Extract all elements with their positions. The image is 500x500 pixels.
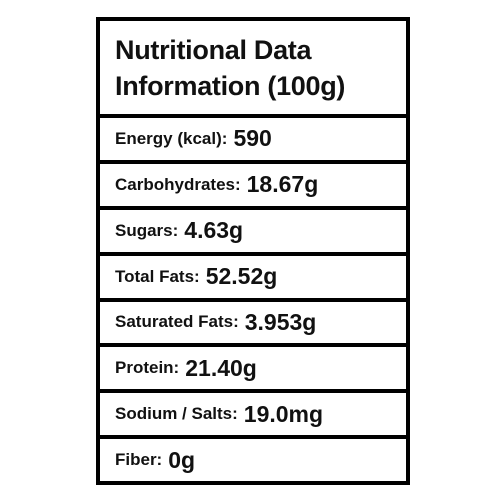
nutrient-row: Total Fats: 52.52g [100,256,406,302]
title-line: Information (100g) [115,71,346,101]
nutrient-value: 19.0mg [243,400,324,427]
nutrient-value: 21.40g [185,354,257,381]
nutrient-label: Carbohydrates: [115,174,241,194]
nutrient-label: Sodium / Salts: [115,404,238,424]
nutrient-value: 4.63g [184,217,244,244]
nutrient-row: Energy (kcal): 590 [100,118,406,164]
nutrient-value: 0g [168,446,196,473]
nutrient-label: Total Fats: [115,266,200,286]
nutrient-label: Protein: [115,358,180,378]
title-block: Nutritional Data Information (100g) [100,21,406,118]
nutrient-value: 3.953g [244,308,317,335]
nutrient-value: 18.67g [246,171,319,198]
nutrient-label: Saturated Fats: [115,312,239,332]
nutrient-row: Fiber: 0g [100,439,406,481]
nutrient-label: Energy (kcal): [115,128,228,148]
title-line: Nutritional Data [115,35,312,65]
nutrient-label: Sugars: [115,220,179,240]
nutrient-value: 52.52g [205,263,278,290]
nutrient-row: Saturated Fats: 3.953g [100,302,406,348]
nutrient-value: 590 [233,125,272,152]
nutrient-row: Protein: 21.40g [100,347,406,394]
nutrient-row: Sugars: 4.63g [100,210,406,256]
nutrient-row: Sodium / Salts: 19.0mg [100,393,406,440]
nutrition-label: Nutritional Data Information (100g) Ener… [96,17,410,485]
nutrient-row: Carbohydrates: 18.67g [100,164,406,210]
nutrient-label: Fiber: [115,450,163,470]
